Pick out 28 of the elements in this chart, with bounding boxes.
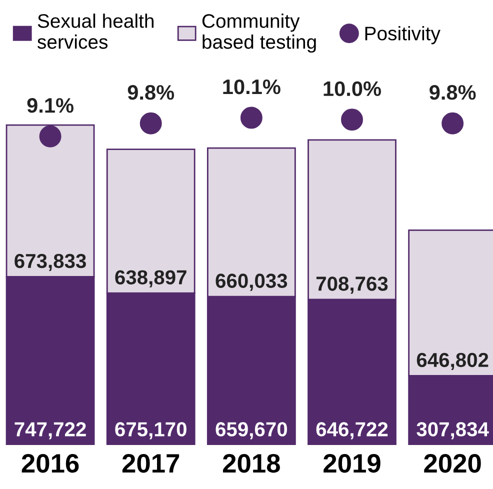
data-label: 10.1%	[223, 79, 280, 94]
legend-label: Community based testing	[202, 14, 316, 53]
data-label: 673,833	[14, 254, 86, 272]
point	[442, 112, 464, 134]
data-label: 708,763	[316, 276, 388, 294]
x-tick-label: 2016	[22, 454, 79, 473]
data-label: 307,834	[416, 422, 489, 440]
legend-label: Positivity	[365, 26, 440, 44]
data-label: 646,802	[416, 352, 488, 370]
data-label: 659,670	[216, 422, 288, 440]
data-label: 10.0%	[324, 81, 381, 96]
data-label: 9.8%	[128, 85, 174, 100]
point	[240, 106, 262, 129]
x-tick-label: 2017	[122, 454, 180, 473]
data-label: 747,722	[14, 422, 86, 440]
point	[140, 112, 162, 134]
data-label: 646,722	[316, 422, 388, 440]
data-label: 660,033	[216, 274, 288, 291]
x-tick-label: 2018	[222, 454, 280, 473]
point	[341, 108, 363, 131]
legend-label: Sexual health services	[37, 14, 154, 49]
x-tick-label: 2019	[324, 454, 380, 473]
data-label: 638,897	[115, 270, 186, 288]
data-label: 9.8%	[430, 85, 476, 100]
data-label: 9.1%	[27, 98, 74, 113]
x-tick-label: 2020	[424, 454, 481, 473]
point	[39, 125, 62, 148]
data-label: 675,170	[115, 422, 186, 440]
